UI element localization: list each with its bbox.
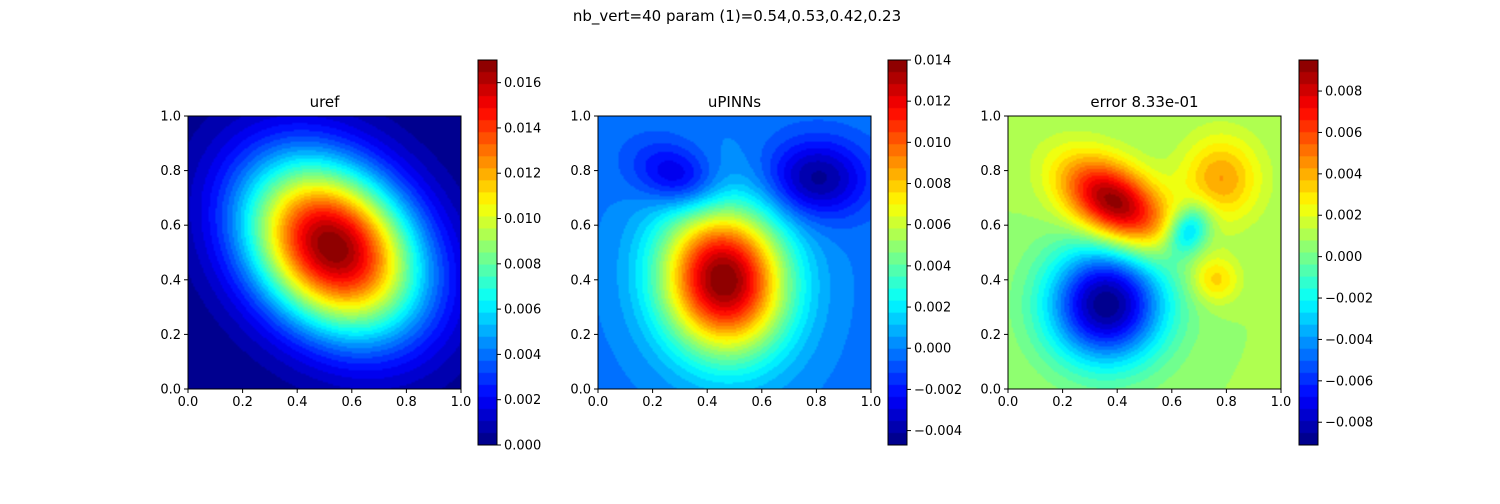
y-tick-label: 0.0 <box>980 383 1001 398</box>
colorbar-tick-label: −0.006 <box>1325 374 1373 389</box>
subplot-1: uref 0.0 0.2 0.4 0.6 0.8 1.0 0.0 0.2 0.4 0.6 0.8 1.0… <box>160 59 541 454</box>
colorbar <box>888 60 907 445</box>
colorbar-tick-label: 0.010 <box>914 136 951 151</box>
x-tick-label: 0.6 <box>1161 395 1182 410</box>
colorbar-tick-label: 0.000 <box>1325 250 1362 265</box>
colorbar-tick-label: 0.004 <box>914 259 951 274</box>
colorbar-tick-label: −0.002 <box>1325 292 1373 307</box>
colorbar-tick-label: 0.012 <box>504 167 541 182</box>
x-tick-label: 1.0 <box>451 395 472 410</box>
y-tick-label: 1.0 <box>570 110 591 125</box>
colorbar-tick-label: 0.016 <box>504 76 541 91</box>
y-tick-label: 1.0 <box>160 110 181 125</box>
y-tick-label: 0.6 <box>160 219 181 234</box>
x-tick-label: 0.4 <box>1107 395 1128 410</box>
colorbar-tick-label: 0.008 <box>1325 85 1362 100</box>
x-tick-label: 0.8 <box>806 395 827 410</box>
x-tick-label: 0.6 <box>751 395 772 410</box>
colorbar-tick-label: 0.004 <box>504 348 541 363</box>
heatmap-field <box>598 116 871 389</box>
x-tick-label: 0.6 <box>341 395 362 410</box>
y-tick-label: 0.4 <box>160 273 181 288</box>
x-tick-label: 0.2 <box>232 395 253 410</box>
x-tick-label: 0.8 <box>396 395 417 410</box>
y-tick-label: 0.2 <box>570 328 591 343</box>
plot-frame <box>1007 115 1282 390</box>
colorbar-tick-label: 0.014 <box>914 54 951 69</box>
x-tick-label: 0.0 <box>588 395 609 410</box>
subplot-title: uref <box>310 93 341 111</box>
y-tick-label: 0.6 <box>570 219 591 234</box>
heatmap-field <box>188 116 461 389</box>
colorbar-tick-label: 0.008 <box>914 177 951 192</box>
colorbar-tick-label: 0.000 <box>914 342 951 357</box>
plot-frame <box>597 115 872 390</box>
colorbar-frame <box>477 59 498 446</box>
colorbar-tick-label: −0.002 <box>914 383 962 398</box>
colorbar-tick-label: 0.014 <box>504 121 541 136</box>
x-tick-label: 0.4 <box>697 395 718 410</box>
x-tick-label: 0.2 <box>1052 395 1073 410</box>
subplot-title: error 8.33e-01 <box>1090 93 1198 111</box>
y-tick-label: 0.4 <box>980 273 1001 288</box>
y-tick-label: 0.2 <box>980 328 1001 343</box>
colorbar-tick-label: 0.002 <box>1325 209 1362 224</box>
y-tick-label: 0.8 <box>570 164 591 179</box>
y-tick-label: 0.4 <box>570 273 591 288</box>
colorbar-tick-label: 0.002 <box>504 393 541 408</box>
colorbar-tick-label: −0.004 <box>1325 333 1373 348</box>
colorbar <box>1299 60 1318 445</box>
y-tick-label: 0.6 <box>980 219 1001 234</box>
colorbar-tick-label: 0.006 <box>504 303 541 318</box>
y-tick-label: 0.0 <box>160 383 181 398</box>
colorbar-tick-label: 0.006 <box>1325 126 1362 141</box>
x-tick-label: 1.0 <box>861 395 882 410</box>
colorbar-tick-label: 0.004 <box>1325 167 1362 182</box>
y-tick-label: 0.2 <box>160 328 181 343</box>
subplot-3: error 8.33e-01 0.0 0.2 0.4 0.6 0.8 1.0 0.0 0.2 0.… <box>980 59 1373 446</box>
heatmap-field <box>1008 116 1281 389</box>
x-tick-label: 0.4 <box>287 395 308 410</box>
figure-suptitle: nb_vert=40 param (1)=0.54,0.53,0.42,0.23 <box>573 7 901 26</box>
subplot-2: uPINNs 0.0 0.2 0.4 0.6 0.8 1.0 0.0 0.2 0.4 0.6 0.8 1… <box>570 54 962 446</box>
colorbar-tick-label: −0.004 <box>914 424 962 439</box>
y-tick-label: 0.8 <box>980 164 1001 179</box>
colorbar-tick-label: 0.008 <box>504 257 541 272</box>
colorbar <box>478 60 497 445</box>
colorbar-tick-label: −0.008 <box>1325 416 1373 431</box>
colorbar-tick-label: 0.012 <box>914 95 951 110</box>
y-tick-label: 0.0 <box>570 383 591 398</box>
x-tick-label: 0.0 <box>178 395 199 410</box>
x-tick-label: 0.2 <box>642 395 663 410</box>
colorbar-tick-label: 0.000 <box>504 439 541 454</box>
colorbar-frame <box>887 59 908 446</box>
x-tick-label: 0.0 <box>998 395 1019 410</box>
subplot-title: uPINNs <box>708 93 761 111</box>
y-tick-label: 0.8 <box>160 164 181 179</box>
colorbar-tick-label: 0.010 <box>504 212 541 227</box>
colorbar-frame <box>1298 59 1319 446</box>
colorbar-tick-label: 0.002 <box>914 301 951 316</box>
plot-frame <box>187 115 462 390</box>
x-tick-label: 0.8 <box>1216 395 1237 410</box>
x-tick-label: 1.0 <box>1271 395 1292 410</box>
colorbar-tick-label: 0.006 <box>914 218 951 233</box>
y-tick-label: 1.0 <box>980 110 1001 125</box>
